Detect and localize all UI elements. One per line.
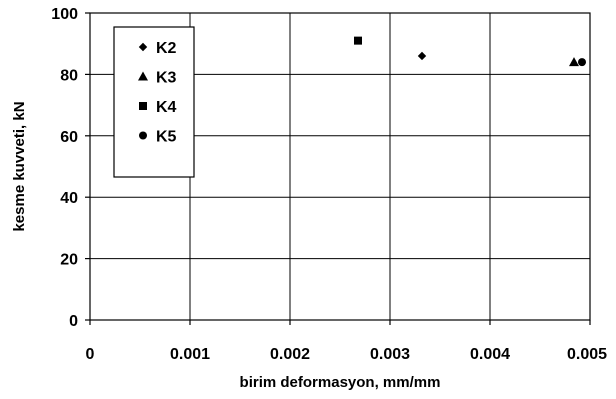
- y-axis-label: kesme kuvveti, kN: [11, 101, 28, 231]
- x-tick-label: 0.001: [170, 346, 210, 363]
- y-tick-label: 40: [60, 190, 78, 207]
- y-tick-label: 100: [51, 6, 78, 23]
- legend-marker-diamond: [138, 42, 148, 52]
- x-axis-label: birim deformasyon, mm/mm: [240, 374, 441, 391]
- plot-area-frame: [89, 12, 591, 321]
- y-tick-label: 80: [60, 67, 78, 84]
- legend-label: K2: [156, 40, 177, 57]
- y-tick-label: 0: [69, 313, 78, 330]
- data-point-k4-square: [354, 36, 362, 45]
- legend-marker-triangle: [138, 71, 148, 81]
- data-point-k3-triangle: [569, 57, 579, 67]
- x-axis-ticks: 0 0.001 0.002 0.003 0.004 0.005: [86, 320, 607, 363]
- legend-label: K5: [156, 129, 177, 146]
- data-point-k2-diamond: [417, 51, 427, 61]
- x-tick-label: 0.005: [567, 346, 607, 363]
- legend-box: [113, 26, 195, 178]
- x-tick-label: 0.003: [370, 346, 410, 363]
- legend-label: K3: [156, 70, 177, 87]
- y-axis-ticks: 0 20 40 60 80 100: [51, 6, 90, 330]
- y-tick-label: 60: [60, 129, 78, 146]
- legend-marker-circle: [139, 131, 147, 140]
- x-tick-label: 0: [86, 346, 95, 363]
- y-tick-label: 20: [60, 252, 78, 269]
- legend: K2 K3 K4 K5: [113, 26, 195, 178]
- data-point-k5-circle: [578, 58, 586, 67]
- data-points: [354, 36, 586, 67]
- legend-marker-square: [139, 102, 147, 110]
- x-tick-label: 0.002: [270, 346, 310, 363]
- x-tick-label: 0.004: [470, 346, 510, 363]
- legend-label: K4: [156, 99, 177, 116]
